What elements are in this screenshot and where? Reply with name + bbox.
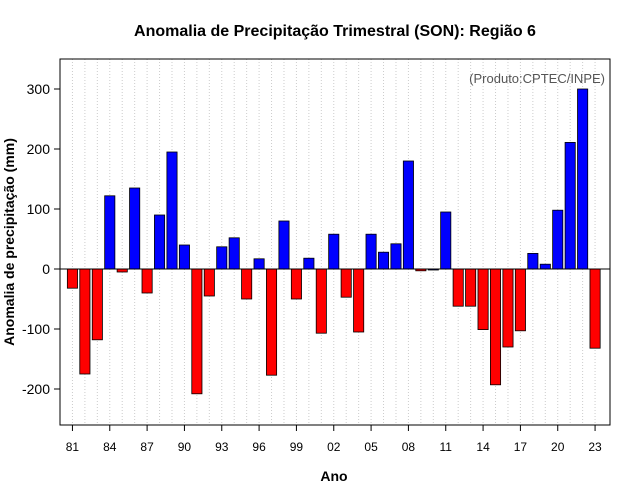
y-tick-label: 300 <box>27 81 51 97</box>
bar-2017 <box>514 268 526 332</box>
bar-2018 <box>527 252 539 270</box>
x-tick-label: 99 <box>290 440 304 454</box>
x-tick-label: 17 <box>514 440 528 454</box>
bars <box>66 88 601 395</box>
bar-2013 <box>465 268 477 307</box>
y-tick-label: 0 <box>42 261 50 277</box>
bar-2012 <box>452 268 464 307</box>
x-tick-label: 05 <box>364 440 378 454</box>
y-tick-label: -200 <box>22 381 50 397</box>
bar-2007 <box>390 243 402 270</box>
bar-1994 <box>228 237 240 270</box>
bar-2008 <box>402 160 414 270</box>
x-tick-label: 96 <box>252 440 266 454</box>
bar-1989 <box>166 151 178 270</box>
x-tick-label: 93 <box>215 440 229 454</box>
bar-2021 <box>564 141 576 270</box>
bar-2001 <box>315 268 327 334</box>
bar-1981 <box>66 268 78 289</box>
bar-2019 <box>539 263 551 270</box>
bar-2022 <box>577 88 589 270</box>
bar-2015 <box>490 268 502 386</box>
bar-1982 <box>79 268 91 375</box>
bar-1995 <box>241 268 253 300</box>
bar-1984 <box>104 195 116 270</box>
x-tick-label: 14 <box>476 440 490 454</box>
bar-2006 <box>378 251 390 270</box>
bar-1983 <box>91 268 103 341</box>
x-tick-label: 84 <box>103 440 117 454</box>
bar-1999 <box>290 268 302 300</box>
bar-1997 <box>266 268 278 376</box>
y-axis-label: Anomalia de precipitação (mm) <box>1 138 17 346</box>
bar-2004 <box>353 268 365 333</box>
x-tick-label: 02 <box>327 440 341 454</box>
x-tick-label: 81 <box>66 440 80 454</box>
y-tick-label: 200 <box>27 141 51 157</box>
x-tick-label: 90 <box>178 440 192 454</box>
x-tick-label: 23 <box>588 440 602 454</box>
bar-1988 <box>154 214 166 270</box>
bar-1993 <box>216 246 228 270</box>
x-axis: 81 84 87 90 93 96 99 02 05 08 11 14 17 20 23 <box>66 425 602 454</box>
bar-2016 <box>502 268 514 348</box>
bar-2011 <box>440 211 452 270</box>
bar-1990 <box>178 244 190 270</box>
x-tick-label: 20 <box>551 440 565 454</box>
x-axis-label: Ano <box>320 468 347 484</box>
x-tick-label: 11 <box>440 440 453 454</box>
bar-2000 <box>303 257 315 270</box>
bar-1991 <box>191 268 203 395</box>
bar-2023 <box>589 268 601 349</box>
bar-1996 <box>253 258 265 270</box>
plot-frame <box>59 58 611 426</box>
bar-2020 <box>552 209 564 270</box>
bar-2014 <box>477 268 489 330</box>
bar-1986 <box>129 187 141 270</box>
y-tick-label: 100 <box>27 201 51 217</box>
bar-1998 <box>278 220 290 270</box>
y-axis: -200 -100 0 100 200 300 <box>22 81 60 397</box>
bar-1992 <box>203 268 215 297</box>
source-note: (Produto:CPTEC/INPE) <box>469 71 605 86</box>
bar-2002 <box>328 233 340 270</box>
bar-2003 <box>340 268 352 298</box>
bar-1987 <box>141 268 153 294</box>
x-tick-label: 87 <box>140 440 154 454</box>
chart-title: Anomalia de Precipitação Trimestral (SON… <box>134 23 536 40</box>
y-tick-label: -100 <box>22 321 50 337</box>
x-tick-label: 08 <box>402 440 416 454</box>
bar-2005 <box>365 233 377 270</box>
